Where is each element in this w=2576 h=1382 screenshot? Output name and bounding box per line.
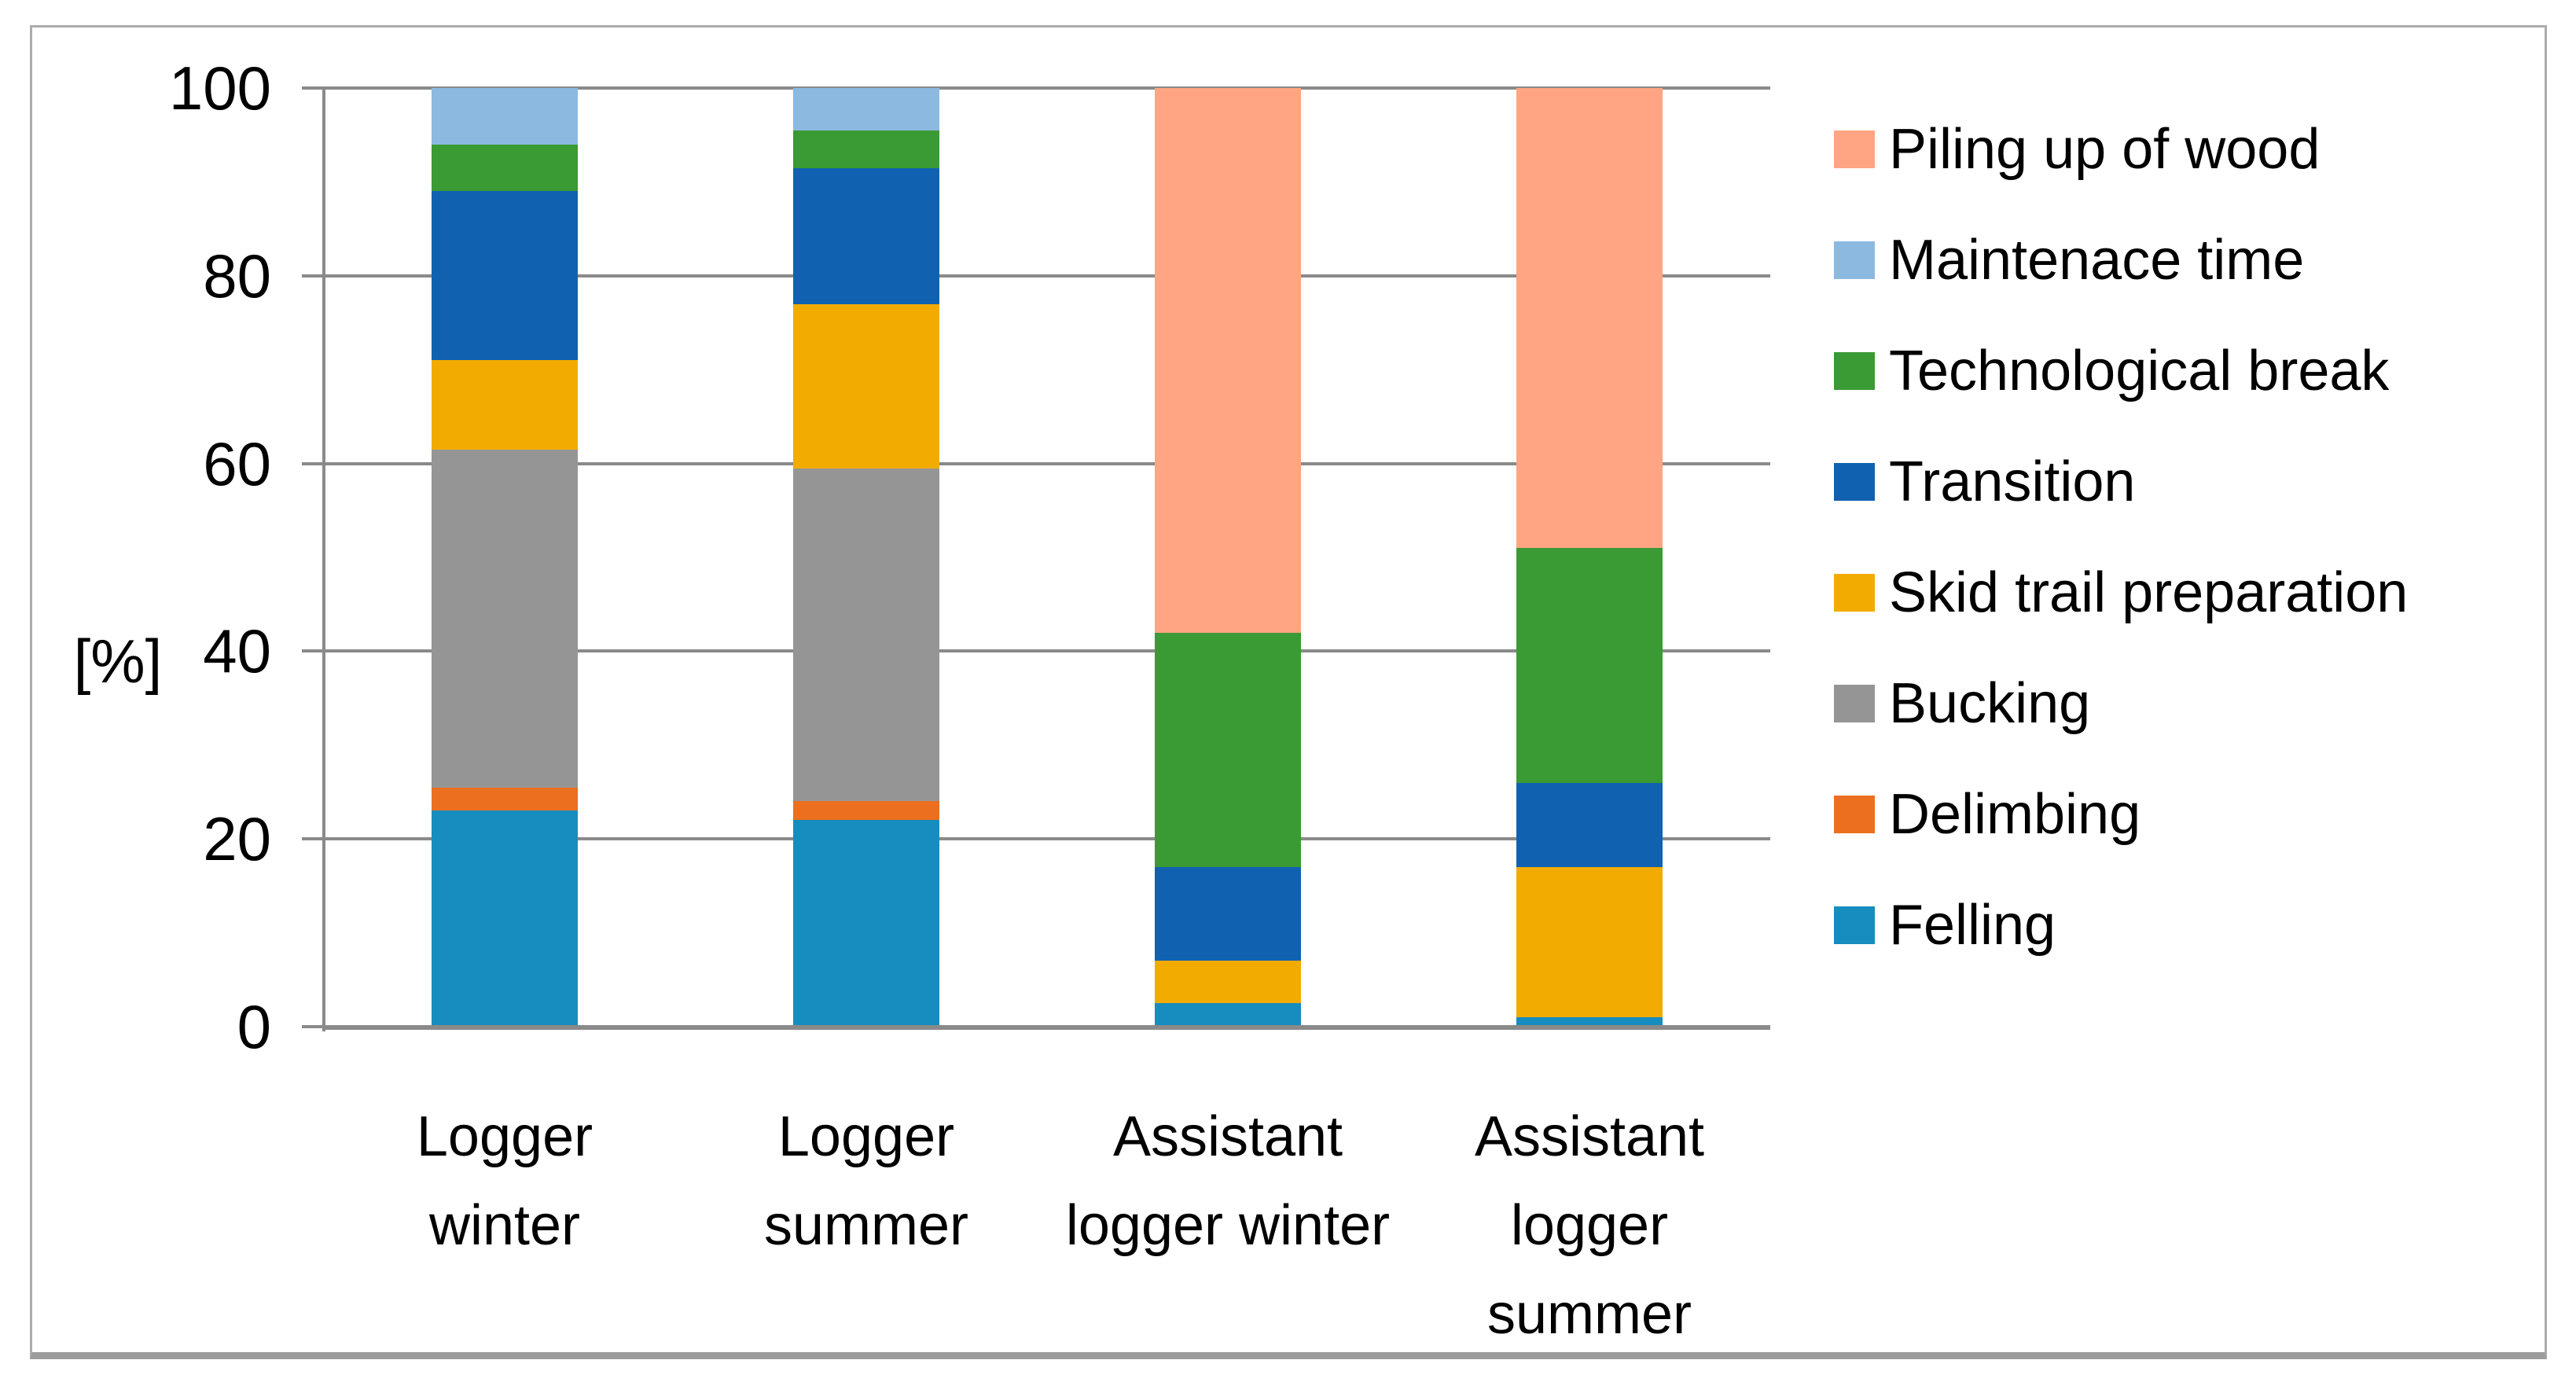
- segment-bucking: [432, 449, 578, 788]
- y-tickmark-0: [302, 1025, 324, 1028]
- gridline-40: [324, 649, 1770, 653]
- x-label-line: Assistant: [1112, 1105, 1343, 1168]
- segment-transition: [1155, 867, 1301, 961]
- bar-assistant-logger-winter: [1155, 88, 1301, 1027]
- x-axis-baseline: [324, 1025, 1770, 1030]
- segment-piling-up-of-wood: [1516, 88, 1663, 549]
- y-tick-label-60: 60: [203, 428, 271, 498]
- segment-felling: [1155, 1003, 1301, 1027]
- segment-skid-trail-preparation: [793, 303, 939, 469]
- y-tick-label-80: 80: [203, 241, 271, 311]
- segment-felling: [1516, 1017, 1663, 1027]
- x-label-line: Logger: [416, 1105, 593, 1168]
- gridline-100: [324, 86, 1770, 90]
- segment-delimbing: [432, 787, 578, 811]
- x-label-line: winter: [428, 1194, 581, 1257]
- x-label-logger-summer: Logger summer: [685, 1093, 1047, 1270]
- bar-logger-summer: [793, 88, 939, 1027]
- bar-logger-winter: [432, 88, 578, 1027]
- segment-piling-up-of-wood: [1155, 88, 1301, 633]
- x-label-line: summer: [763, 1194, 968, 1257]
- gridline-20: [324, 837, 1770, 841]
- y-tickmark-60: [302, 461, 324, 465]
- y-axis-line: [322, 86, 325, 1031]
- x-label-assistant-logger-winter: Assistant logger winter: [1047, 1093, 1409, 1270]
- y-tickmark-20: [302, 837, 324, 841]
- segment-transition: [793, 167, 939, 304]
- x-label-line: logger winter: [1065, 1194, 1391, 1257]
- segment-felling: [432, 810, 578, 1027]
- gridline-80: [324, 274, 1770, 278]
- bar-assistant-logger-summer: [1516, 88, 1663, 1027]
- y-tickmark-80: [302, 274, 324, 278]
- y-tick-label-100: 100: [168, 53, 271, 123]
- segment-skid-trail-preparation: [1155, 961, 1301, 1004]
- segment-maintenace-time: [432, 88, 578, 145]
- segment-technological-break: [1516, 548, 1663, 783]
- y-tick-label-40: 40: [203, 616, 271, 686]
- gridline-60: [324, 461, 1770, 465]
- x-label-line: Assistant: [1474, 1105, 1705, 1168]
- x-label-line: Logger: [777, 1105, 955, 1168]
- segment-felling: [793, 820, 939, 1027]
- segment-maintenace-time: [793, 88, 939, 130]
- segment-transition: [432, 191, 578, 361]
- segment-skid-trail-preparation: [432, 360, 578, 450]
- x-label-line: logger: [1510, 1194, 1669, 1257]
- segment-skid-trail-preparation: [1516, 867, 1663, 1018]
- x-label-line: summer: [1486, 1283, 1692, 1346]
- y-tickmark-40: [302, 649, 324, 653]
- segment-technological-break: [432, 144, 578, 192]
- segment-delimbing: [793, 801, 939, 821]
- segment-technological-break: [793, 130, 939, 168]
- segment-technological-break: [1155, 632, 1301, 868]
- x-label-logger-winter: Logger winter: [324, 1093, 685, 1270]
- y-tick-label-20: 20: [203, 804, 271, 874]
- y-tick-label-0: 0: [237, 992, 271, 1061]
- x-label-assistant-logger-summer: Assistant logger summer: [1409, 1093, 1770, 1359]
- segment-transition: [1516, 782, 1663, 868]
- y-axis-title: [%]: [73, 627, 163, 696]
- y-tickmark-100: [302, 86, 324, 90]
- segment-bucking: [793, 468, 939, 802]
